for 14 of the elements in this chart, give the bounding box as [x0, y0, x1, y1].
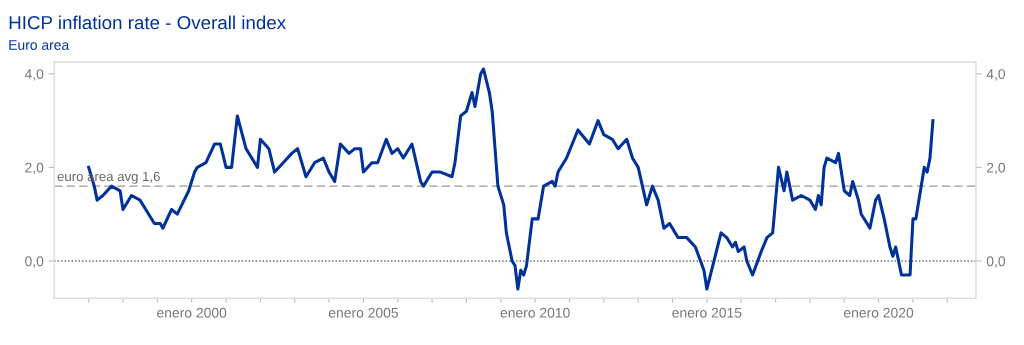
chart-subtitle: Euro area: [9, 40, 70, 50]
y-tick-label: 0,0: [25, 256, 44, 268]
x-tick-label: enero 2000: [157, 307, 227, 318]
x-tick-label: enero 2015: [672, 307, 742, 318]
chart-title: HICP inflation rate - Overall index: [9, 15, 286, 30]
line-series: [87, 67, 935, 291]
x-tick-label: enero 2010: [500, 307, 570, 318]
x-tick-label: enero 2020: [844, 307, 914, 318]
y-tick-label: 2,0: [25, 162, 44, 175]
y2-tick-label: 0,0: [986, 256, 1006, 268]
y2-tick-label: 2,0: [986, 162, 1006, 175]
y2-tick-label: 4,0: [986, 69, 1006, 81]
y-tick-label: 4,0: [24, 69, 44, 81]
x-tick-label: enero 2005: [328, 307, 399, 318]
